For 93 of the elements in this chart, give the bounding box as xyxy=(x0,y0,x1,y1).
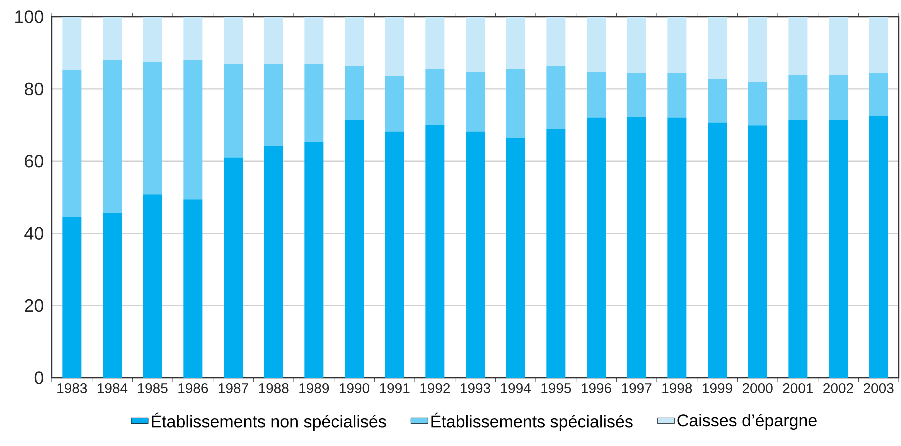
bar xyxy=(546,16,566,66)
bar xyxy=(829,120,848,378)
legend-label: Établissements spécialisés xyxy=(432,412,633,432)
y-tick-label: 60 xyxy=(25,155,44,168)
bar xyxy=(708,122,728,378)
bar xyxy=(466,72,486,132)
bar xyxy=(103,213,122,378)
bar xyxy=(869,116,888,378)
bar xyxy=(224,16,243,64)
x-tick-label: 1998 xyxy=(662,383,692,394)
bar xyxy=(627,116,646,378)
bar xyxy=(385,76,404,132)
bar xyxy=(345,16,364,66)
bar xyxy=(264,64,284,146)
bar xyxy=(62,217,82,378)
bar xyxy=(506,16,526,69)
bar xyxy=(385,132,404,378)
bar xyxy=(668,72,687,118)
x-tick-label: 2000 xyxy=(742,383,773,394)
bar xyxy=(103,16,122,60)
x-tick-label: 2001 xyxy=(783,383,814,394)
bar xyxy=(385,16,404,76)
bar xyxy=(264,16,284,64)
bar xyxy=(748,16,768,82)
bar xyxy=(345,120,364,378)
bar xyxy=(506,138,526,378)
bar xyxy=(587,72,606,118)
bar xyxy=(143,62,162,195)
y-tick-label: 80 xyxy=(24,82,44,96)
x-tick-label: 1984 xyxy=(98,383,128,394)
bar xyxy=(668,118,687,378)
bar xyxy=(62,16,82,70)
bar xyxy=(788,120,808,378)
y-tick-label: 20 xyxy=(25,299,44,312)
x-tick-label: 1987 xyxy=(218,383,248,394)
bar xyxy=(788,75,808,120)
bar xyxy=(143,194,162,378)
x-tick-label: 1990 xyxy=(340,383,370,394)
bar xyxy=(869,16,888,73)
legend-label: Établissements non spécialisés xyxy=(152,412,386,432)
bar xyxy=(264,146,284,378)
x-tick-label: 1997 xyxy=(622,383,652,394)
x-tick-label: 2002 xyxy=(824,383,854,394)
bar xyxy=(224,64,243,158)
bar xyxy=(466,132,486,378)
x-tick-label: 1988 xyxy=(259,383,289,394)
bar xyxy=(627,72,646,117)
bar xyxy=(304,16,324,64)
bar xyxy=(546,66,566,129)
bar xyxy=(426,68,445,125)
bar xyxy=(426,16,445,69)
x-tick-label: 1994 xyxy=(501,383,531,394)
bar xyxy=(426,124,445,378)
legend-label: Caisses d’épargne xyxy=(678,414,817,430)
bar xyxy=(506,68,526,138)
bar xyxy=(304,64,324,142)
x-tick-label: 1983 xyxy=(58,383,88,394)
bar xyxy=(143,16,162,62)
x-tick-label: 1986 xyxy=(178,383,208,394)
y-tick-label: 100 xyxy=(16,10,44,24)
bar xyxy=(748,126,768,378)
bar xyxy=(304,142,324,378)
bar xyxy=(788,16,808,76)
bar xyxy=(546,128,566,378)
bar xyxy=(587,16,606,72)
bar xyxy=(587,118,606,378)
bar xyxy=(869,72,888,116)
x-tick-label: 1991 xyxy=(380,383,410,394)
x-tick-label: 1995 xyxy=(542,383,572,394)
bar xyxy=(466,16,486,72)
x-tick-label: 2003 xyxy=(864,383,894,394)
bar xyxy=(748,82,768,126)
x-tick-label: 1985 xyxy=(138,383,168,394)
x-tick-label: 1996 xyxy=(582,383,612,394)
bar xyxy=(829,16,848,76)
bar xyxy=(708,79,728,123)
x-tick-label: 1992 xyxy=(420,383,450,394)
x-tick-label: 1993 xyxy=(460,383,490,394)
x-tick-label: 1999 xyxy=(702,383,732,394)
bar xyxy=(345,66,364,120)
bar xyxy=(184,60,203,200)
x-tick-label: 1989 xyxy=(300,383,330,394)
bar xyxy=(184,200,203,378)
y-tick-label: 40 xyxy=(24,227,44,240)
y-tick-label: 0 xyxy=(34,372,44,384)
bar xyxy=(708,16,728,80)
bar xyxy=(829,75,848,120)
bar xyxy=(184,16,203,60)
bar xyxy=(668,16,687,73)
bar xyxy=(103,60,122,214)
bar xyxy=(62,70,82,218)
bar xyxy=(627,16,646,73)
bar xyxy=(224,158,243,378)
